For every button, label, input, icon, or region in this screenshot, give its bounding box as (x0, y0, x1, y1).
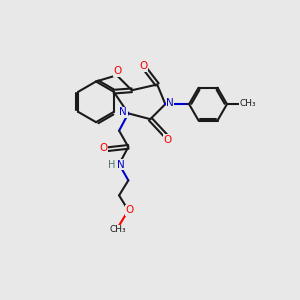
Text: N: N (117, 160, 125, 170)
Text: O: O (139, 61, 148, 71)
Text: O: O (113, 66, 122, 76)
Text: N: N (119, 107, 127, 117)
Text: CH₃: CH₃ (239, 99, 256, 108)
Text: O: O (125, 206, 134, 215)
Text: H: H (109, 160, 116, 170)
Text: O: O (164, 135, 172, 145)
Text: O: O (99, 143, 107, 153)
Text: CH₃: CH₃ (110, 225, 126, 234)
Text: N: N (166, 98, 174, 108)
